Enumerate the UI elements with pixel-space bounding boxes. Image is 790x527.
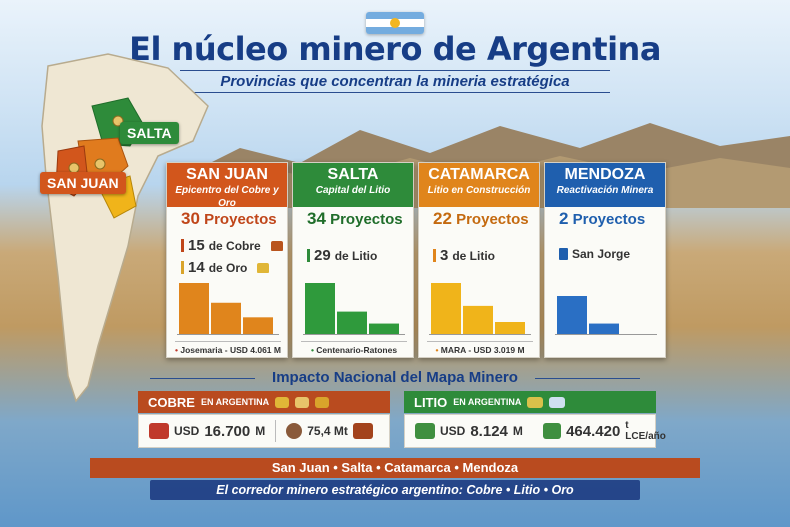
chart-bar bbox=[431, 283, 461, 335]
gold-bars-icon bbox=[275, 396, 290, 408]
mini-bar-chart bbox=[177, 283, 279, 335]
card-footer: • MARA - USD 3.019 M bbox=[427, 341, 533, 355]
card-subtitle: Capital del Litio bbox=[315, 185, 391, 196]
page-title: El núcleo minero de Argentina bbox=[129, 30, 661, 68]
chart-bar bbox=[305, 283, 335, 335]
litio-lce-stat: 464.420 t LCE/año bbox=[533, 420, 678, 442]
cobre-mt-stat: 75,4 Mt bbox=[276, 423, 383, 439]
cobre-row: 15 de Cobre bbox=[181, 237, 283, 254]
cobre-band: COBRE EN ARGENTINA bbox=[138, 391, 390, 413]
copper-pile-icon bbox=[352, 423, 373, 439]
separator bbox=[275, 420, 277, 442]
card-catamarca: CATAMARCA Litio en Construcción 22 Proye… bbox=[418, 162, 540, 358]
provinces-band: San Juan • Salta • Catamarca • Mendoza bbox=[90, 458, 700, 478]
card-subtitle: Litio en Construcción bbox=[427, 185, 531, 196]
litio-stats: USD 8.124 M 464.420 t LCE/año bbox=[404, 414, 666, 448]
map-label-san-juan: SAN JUAN bbox=[40, 172, 126, 194]
impact-title: Impacto Nacional del Mapa Minero bbox=[272, 369, 518, 386]
chart-bar bbox=[337, 311, 367, 335]
chart-bar bbox=[243, 317, 273, 335]
card-footer: • Centenario-Ratones bbox=[301, 341, 407, 355]
oro-row: 14 de Oro bbox=[181, 259, 270, 276]
litio-band: LITIO EN ARGENTINA bbox=[404, 391, 656, 413]
card-header: SALTA Capital del Litio bbox=[293, 163, 413, 207]
card-subtitle: Reactivación Minera bbox=[556, 185, 654, 196]
litio-row: 29 de Litio bbox=[307, 247, 377, 264]
gold-icon bbox=[257, 262, 270, 273]
gold-ingot-icon bbox=[315, 396, 330, 408]
money-icon bbox=[415, 423, 435, 439]
divider bbox=[535, 378, 640, 379]
mini-bar-chart bbox=[555, 296, 657, 335]
chart-bar bbox=[369, 323, 399, 335]
cobre-stats: USD 16.700 M 75,4 Mt bbox=[138, 414, 390, 448]
argentina-flag-icon bbox=[366, 12, 424, 34]
litio-usd-stat: USD 8.124 M bbox=[405, 423, 533, 440]
chart-bar bbox=[557, 296, 587, 335]
litio-row: 3 de Litio bbox=[433, 247, 495, 264]
project-row: San Jorge bbox=[559, 247, 630, 261]
chart-bar bbox=[495, 322, 525, 335]
card-title: SAN JUAN bbox=[186, 166, 268, 183]
copper-icon bbox=[270, 240, 283, 251]
gold-nugget-icon bbox=[295, 396, 310, 408]
document-icon bbox=[559, 248, 568, 260]
card-title: CATAMARCA bbox=[428, 166, 530, 183]
projects-count: 34 Proyectos bbox=[307, 209, 403, 228]
mini-bar-chart bbox=[303, 283, 405, 335]
projects-count: 30 Proyectos bbox=[181, 209, 277, 228]
cobre-usd-stat: USD 16.700 M bbox=[139, 423, 275, 440]
card-salta: SALTA Capital del Litio 34 Proyectos 29 … bbox=[292, 162, 414, 358]
card-header: MENDOZA Reactivación Minera bbox=[545, 163, 665, 207]
card-header: SAN JUAN Epicentro del Cobre y Oro bbox=[167, 163, 287, 209]
cash-stack-icon bbox=[542, 423, 562, 439]
projects-count: 22 Proyectos bbox=[433, 209, 529, 228]
card-footer: • Josemaria - USD 4.061 M bbox=[175, 341, 281, 355]
page-subtitle: Provincias que concentran la mineria est… bbox=[180, 70, 610, 93]
card-san-juan: SAN JUAN Epicentro del Cobre y Oro 30 Pr… bbox=[166, 162, 288, 358]
copper-ore-icon bbox=[149, 423, 169, 439]
chart-bar bbox=[589, 323, 619, 335]
card-header: CATAMARCA Litio en Construcción bbox=[419, 163, 539, 207]
divider bbox=[150, 378, 255, 379]
projects-count: 2 Proyectos bbox=[559, 209, 646, 228]
map-label-salta: SALTA bbox=[120, 122, 179, 144]
card-title: MENDOZA bbox=[564, 166, 646, 183]
lithium-crystal-icon bbox=[549, 396, 566, 408]
mini-bar-chart bbox=[429, 283, 531, 335]
card-title: SALTA bbox=[327, 166, 379, 183]
chart-bar bbox=[211, 302, 241, 335]
chart-bar bbox=[179, 283, 209, 335]
tagline: El corredor minero estratégico argentino… bbox=[150, 480, 640, 500]
card-mendoza: MENDOZA Reactivación Minera 2 Proyectos … bbox=[544, 162, 666, 358]
lithium-bars-icon bbox=[527, 396, 544, 408]
card-subtitle: Epicentro del Cobre y Oro bbox=[175, 185, 279, 209]
chart-bar bbox=[463, 305, 493, 335]
globe-icon bbox=[286, 423, 303, 439]
